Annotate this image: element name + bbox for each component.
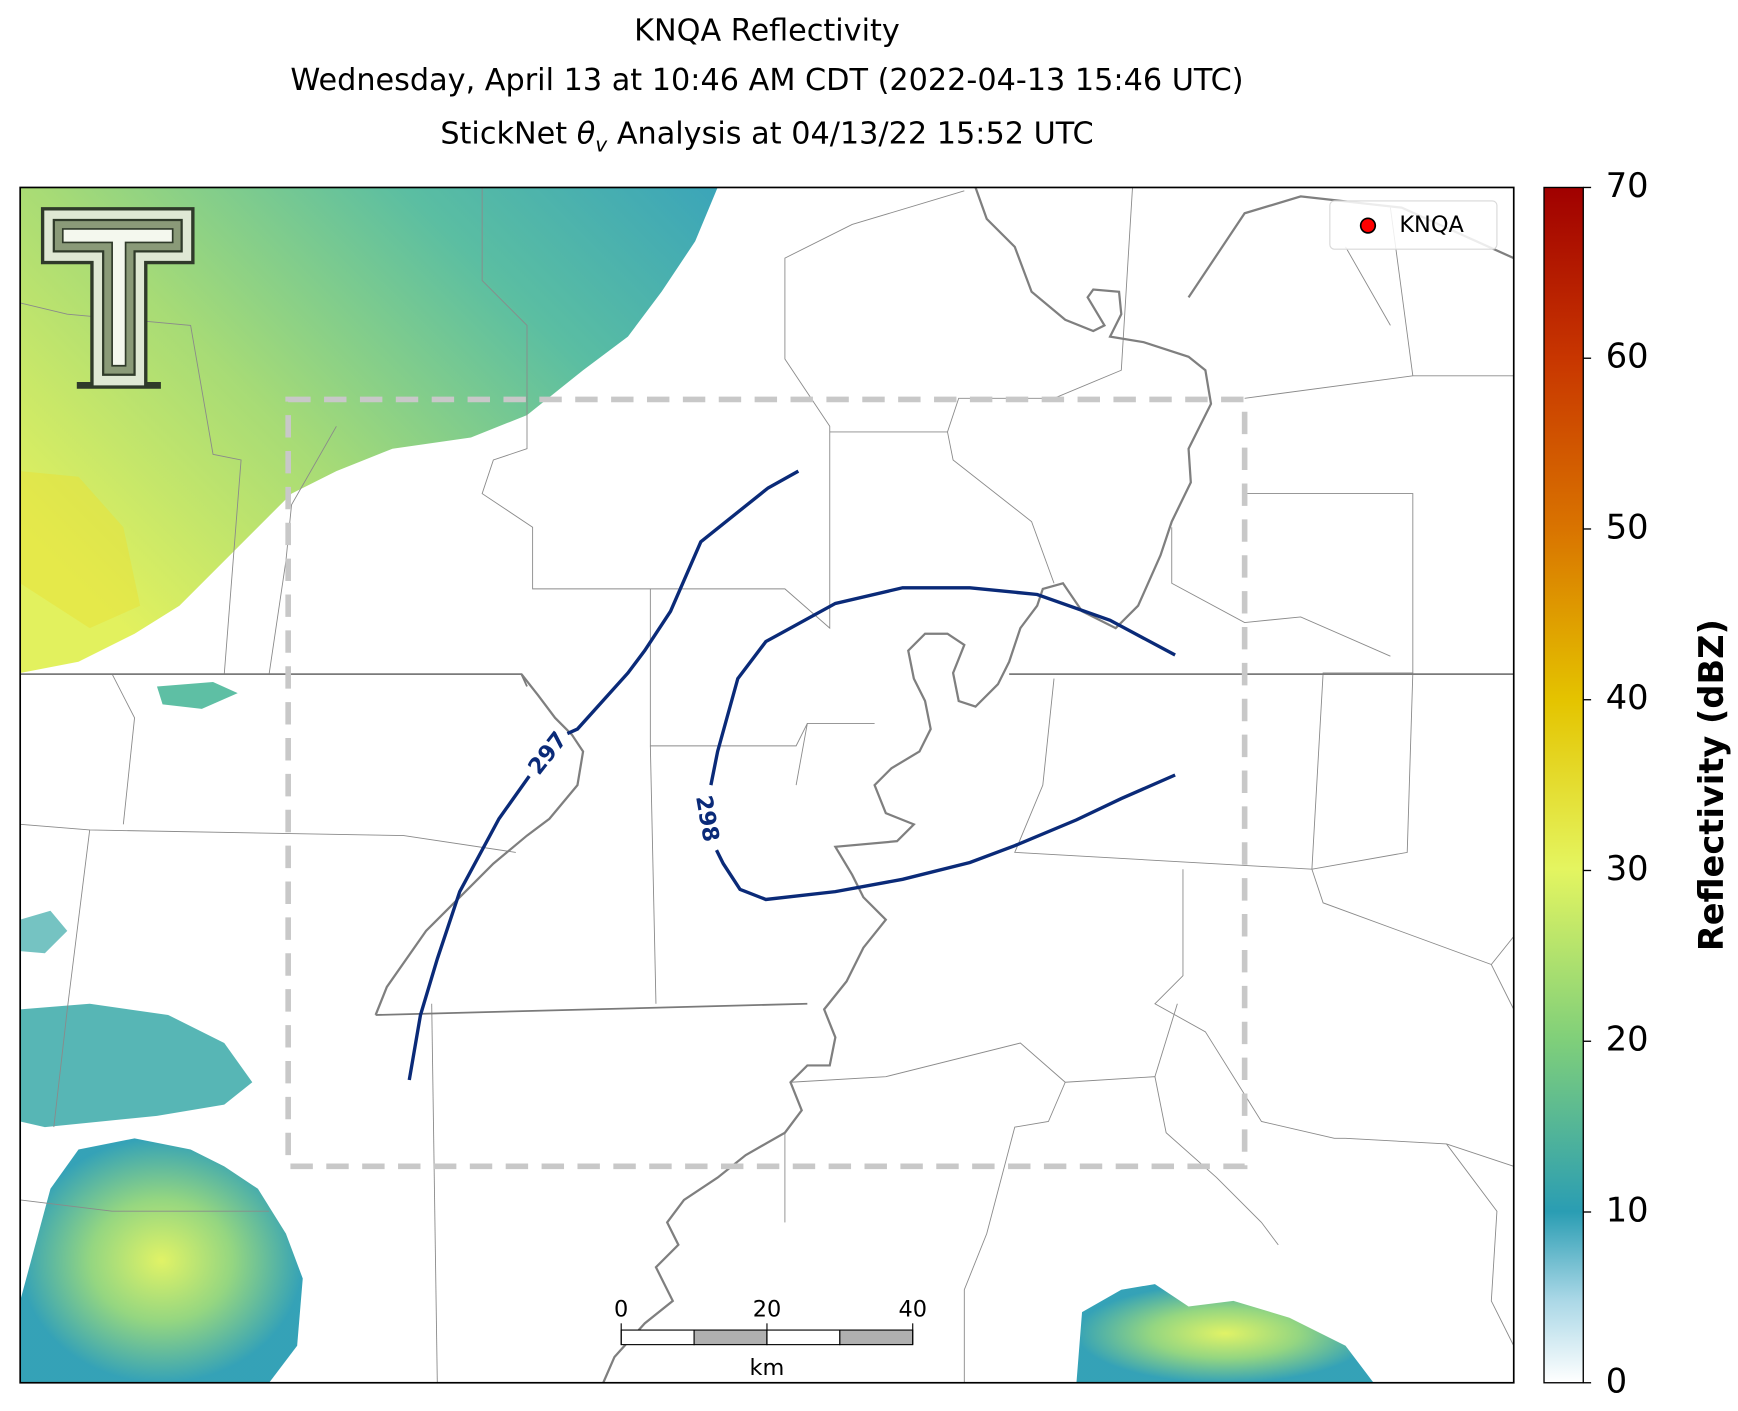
radar-echo bbox=[20, 471, 141, 629]
scale-unit: km bbox=[750, 1355, 785, 1381]
contour-label: 297 bbox=[523, 727, 572, 780]
radar-echo bbox=[20, 1138, 303, 1383]
colorbar-tick-label: 60 bbox=[1606, 337, 1649, 376]
map-content: 297 298 bbox=[20, 187, 1514, 1383]
analysis-prefix: StickNet bbox=[440, 117, 576, 152]
colorbar-ramp bbox=[1543, 186, 1584, 1384]
scale-tick-label: 20 bbox=[753, 1297, 782, 1323]
contours bbox=[407, 469, 1176, 1081]
scale-tick-label: 40 bbox=[898, 1297, 927, 1323]
legend-marker bbox=[1359, 217, 1377, 234]
analysis-domain bbox=[285, 396, 1248, 1170]
scale-tick-label: 0 bbox=[614, 1297, 628, 1323]
colorbar-tick-label: 20 bbox=[1606, 1020, 1649, 1059]
contour-line bbox=[709, 586, 1176, 902]
colorbar-tick-label: 30 bbox=[1606, 849, 1649, 888]
radar-echo bbox=[1076, 1284, 1374, 1383]
scale-segment bbox=[620, 1329, 695, 1346]
radar-echo bbox=[20, 1003, 253, 1128]
scale-bar: km 0 20 40 bbox=[614, 1297, 927, 1381]
contour-line bbox=[407, 469, 800, 1081]
county-lines bbox=[20, 187, 1514, 1383]
colorbar: Reflectivity (dBZ) 0 10 20 30 40 50 60 70 bbox=[1543, 166, 1731, 1400]
colorbar-tick-label: 50 bbox=[1606, 507, 1649, 546]
colorbar-label: Reflectivity (dBZ) bbox=[1692, 619, 1731, 951]
legend-box bbox=[1329, 200, 1498, 250]
title: KNQA Reflectivity bbox=[634, 14, 900, 49]
colorbar-tick-label: 0 bbox=[1606, 1361, 1627, 1400]
analysis-line: StickNet θv Analysis at 04/13/22 15:52 U… bbox=[440, 117, 1093, 157]
ttu-logo bbox=[40, 207, 195, 389]
map-frame bbox=[19, 186, 1515, 1384]
contour-label: 298 bbox=[690, 793, 724, 844]
subtitle: Wednesday, April 13 at 10:46 AM CDT (202… bbox=[290, 63, 1243, 98]
radar-echo bbox=[20, 910, 68, 954]
colorbar-tick-label: 70 bbox=[1606, 166, 1649, 205]
analysis-suffix: Analysis at 04/13/22 15:52 UTC bbox=[607, 117, 1093, 152]
scale-segment bbox=[839, 1329, 914, 1346]
legend-label: KNQA bbox=[1399, 212, 1464, 238]
radar-echo bbox=[20, 187, 718, 673]
colorbar-tick-label: 10 bbox=[1606, 1191, 1649, 1230]
scale-segment bbox=[766, 1329, 841, 1346]
analysis-subscript: v bbox=[595, 133, 608, 157]
radar-echo bbox=[156, 681, 238, 709]
legend: KNQA bbox=[1329, 200, 1498, 250]
colorbar-tick-label: 40 bbox=[1606, 678, 1649, 717]
state-lines bbox=[20, 673, 1514, 1016]
scale-segment bbox=[693, 1329, 768, 1346]
analysis-symbol: θ bbox=[577, 117, 596, 152]
